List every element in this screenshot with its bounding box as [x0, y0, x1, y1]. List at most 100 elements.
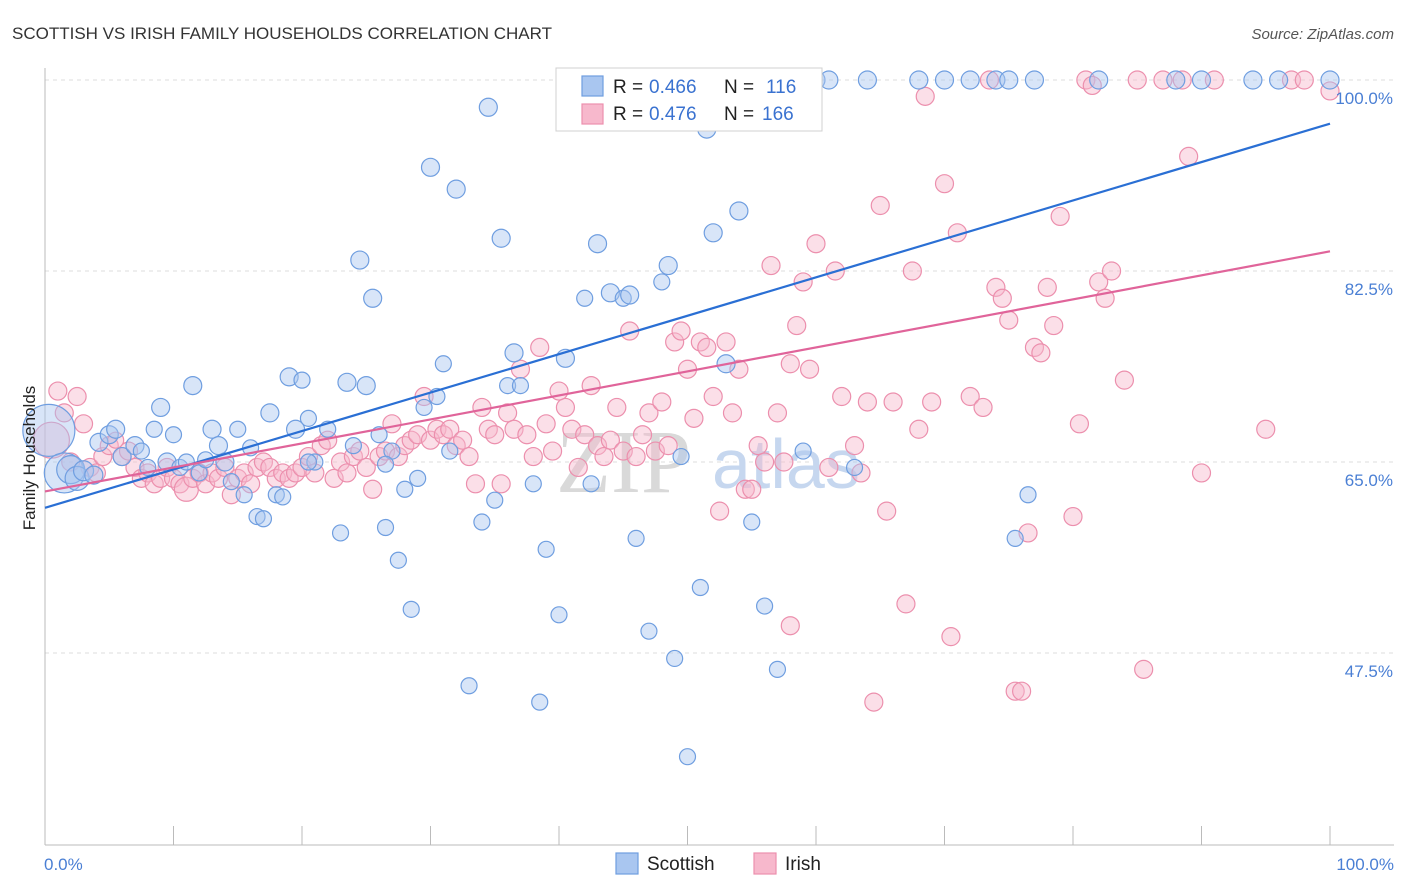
irish-point — [491, 474, 511, 494]
irish-point — [742, 479, 762, 499]
scottish-point — [653, 273, 671, 291]
scottish-point — [22, 403, 76, 457]
legend-irish-n-label: N = — [724, 104, 754, 125]
irish-point — [459, 446, 479, 467]
scottish-point — [478, 97, 498, 117]
scottish-point — [743, 513, 761, 531]
scottish-point — [1191, 70, 1212, 90]
irish-point — [1127, 70, 1147, 90]
legend-irish-n-value: 166 — [762, 104, 794, 125]
irish-point — [594, 446, 614, 467]
scottish-point — [499, 377, 517, 395]
scottish-point — [151, 397, 171, 418]
y-tick-label: 100.0% — [1335, 89, 1393, 108]
irish-point — [877, 501, 897, 521]
scottish-point — [460, 677, 478, 695]
irish-point — [555, 397, 576, 418]
scottish-point — [755, 597, 774, 615]
irish-point — [472, 397, 492, 418]
scottish-series — [22, 70, 1340, 766]
irish-point — [465, 474, 486, 494]
irish-point — [870, 195, 890, 216]
scottish-point — [678, 748, 697, 766]
chart-source: Source: ZipAtlas.com — [1251, 26, 1394, 43]
scottish-point — [337, 372, 357, 392]
irish-point — [324, 468, 344, 488]
irish-point — [356, 457, 376, 478]
scottish-point — [819, 70, 839, 90]
chart-title: SCOTTISH VS IRISH FAMILY HOUSEHOLDS CORR… — [12, 24, 552, 43]
scottish-point — [491, 228, 511, 248]
scottish-point — [446, 179, 466, 199]
scottish-point — [1089, 70, 1109, 90]
scottish-point — [331, 524, 350, 542]
irish-point — [883, 392, 903, 412]
scottish-point — [267, 486, 285, 504]
irish-point — [819, 457, 839, 478]
irish-point — [1114, 370, 1135, 390]
irish-point — [196, 474, 216, 494]
bottom-legend-scottish-swatch — [615, 852, 639, 875]
irish-point — [979, 70, 1000, 90]
irish-point — [960, 386, 980, 407]
irish-point — [710, 501, 730, 521]
scottish-point — [550, 606, 568, 624]
irish-point — [440, 419, 460, 439]
scottish-point — [1024, 70, 1045, 90]
irish-point — [799, 359, 820, 379]
scottish-point — [909, 70, 929, 90]
irish-point — [93, 446, 113, 467]
irish-point — [170, 474, 190, 494]
scottish-point — [409, 469, 427, 487]
y-tick-label: 65.0% — [1345, 471, 1393, 490]
irish-point — [363, 479, 383, 499]
scottish-point — [396, 480, 414, 498]
irish-point — [1179, 146, 1199, 166]
irish-point — [780, 354, 800, 374]
irish-point — [241, 474, 261, 494]
irish-point — [658, 436, 678, 456]
irish-point — [125, 457, 145, 478]
legend-scottish-r-label: R = — [613, 77, 643, 98]
irish-point — [780, 616, 800, 636]
irish-point — [530, 337, 550, 357]
irish-point — [536, 414, 556, 434]
scottish-point — [84, 465, 104, 485]
scottish-point — [658, 255, 678, 276]
scottish-point — [254, 510, 273, 528]
irish-point — [645, 441, 665, 461]
scottish-point — [960, 70, 980, 90]
scottish-point — [620, 285, 640, 305]
irish-point — [408, 425, 428, 445]
scottish-point — [640, 622, 658, 640]
irish-point — [832, 386, 852, 407]
irish-point — [722, 403, 743, 423]
scottish-point — [293, 371, 311, 389]
irish-point — [1050, 206, 1070, 227]
irish-point — [607, 397, 627, 418]
irish-point — [703, 386, 723, 407]
scottish-point — [106, 419, 126, 439]
scottish-point — [402, 600, 420, 618]
scottish-point — [703, 223, 723, 243]
irish-point — [234, 463, 254, 483]
irish-point — [857, 392, 878, 412]
scottish-point — [537, 540, 555, 558]
scottish-point — [306, 453, 324, 471]
irish-point — [986, 277, 1006, 297]
irish-point — [716, 332, 736, 352]
irish-point — [761, 255, 781, 276]
irish-point — [844, 436, 865, 456]
irish-point — [1011, 681, 1032, 701]
irish-point — [1005, 681, 1025, 701]
scottish-point — [248, 507, 266, 526]
irish-point — [485, 425, 505, 445]
legend-scottish-n-label: N = — [724, 77, 754, 98]
irish-point — [1294, 70, 1314, 90]
irish-point — [671, 321, 691, 341]
irish-point — [517, 425, 537, 445]
irish-point — [1037, 277, 1057, 297]
scottish-point — [183, 376, 203, 396]
bottom-legend-irish-swatch — [753, 852, 777, 875]
